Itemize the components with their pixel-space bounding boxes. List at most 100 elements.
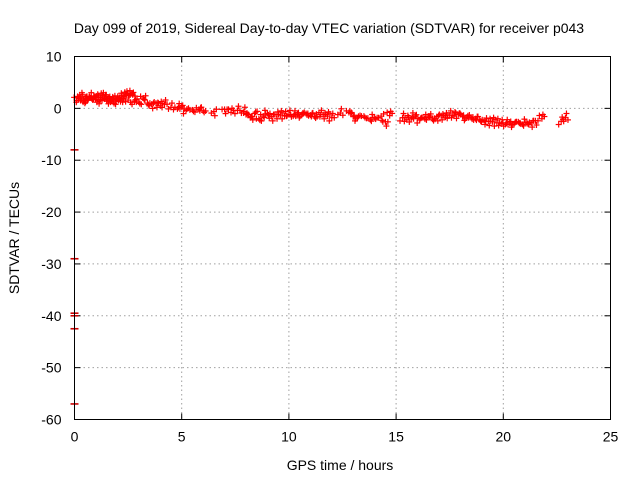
data-point	[190, 108, 197, 115]
data-point	[283, 113, 290, 120]
data-point	[351, 112, 358, 119]
data-point	[352, 117, 359, 124]
data-point	[312, 115, 319, 122]
data-point	[536, 112, 543, 119]
data-point	[379, 118, 386, 125]
data-point	[439, 116, 446, 123]
data-point	[447, 107, 454, 114]
y-tick-label: -40	[41, 308, 61, 324]
data-point	[229, 105, 236, 112]
data-point	[253, 115, 260, 122]
data-point	[103, 91, 110, 98]
data-point	[225, 106, 232, 113]
data-point	[563, 110, 570, 117]
data-point	[129, 101, 136, 108]
data-point	[499, 116, 506, 123]
data-point	[261, 107, 268, 114]
data-point	[422, 111, 429, 118]
data-point	[414, 119, 421, 126]
data-point	[461, 117, 468, 124]
data-point	[529, 124, 536, 131]
data-point	[347, 110, 354, 117]
data-point	[274, 115, 281, 122]
data-point	[244, 111, 251, 118]
data-point	[413, 111, 420, 118]
data-point	[81, 100, 88, 107]
data-point	[249, 113, 256, 120]
y-tick-label: 10	[46, 49, 62, 65]
data-point	[92, 96, 99, 103]
data-point	[261, 114, 268, 121]
data-point	[401, 118, 408, 125]
y-axis-label: SDTVAR / TECUs	[6, 182, 22, 294]
data-point	[241, 104, 248, 111]
grid-layer	[74, 56, 611, 420]
plot-frame	[74, 56, 611, 420]
x-tick-label: 10	[281, 429, 297, 445]
data-point	[512, 118, 519, 125]
data-point	[96, 100, 103, 107]
data-point	[269, 117, 276, 124]
data-point	[318, 107, 325, 114]
data-point	[434, 117, 441, 124]
data-point	[325, 108, 332, 115]
data-point	[186, 106, 193, 113]
data-point	[122, 98, 129, 105]
data-point	[286, 107, 293, 114]
data-point	[439, 110, 446, 117]
data-point	[409, 109, 416, 116]
data-point	[211, 112, 218, 119]
data-point	[116, 94, 123, 101]
data-point	[372, 116, 379, 123]
data-point	[387, 108, 394, 115]
data-point	[555, 121, 562, 128]
data-point	[487, 115, 494, 122]
data-point	[490, 114, 497, 121]
data-point	[222, 110, 229, 117]
data-point	[136, 100, 143, 107]
data-point	[331, 114, 338, 121]
data-point	[329, 110, 336, 117]
data-point	[369, 111, 376, 118]
data-point	[525, 121, 532, 128]
data-point	[150, 100, 157, 107]
data-point	[213, 106, 220, 113]
data-point	[521, 116, 528, 123]
data-point	[159, 104, 166, 111]
data-point	[486, 122, 493, 129]
x-axis-label: GPS time / hours	[287, 457, 394, 473]
data-point	[482, 118, 489, 125]
data-point	[130, 89, 137, 96]
data-point	[326, 117, 333, 124]
y-tick-label: -50	[41, 360, 61, 376]
x-tick-label: 25	[603, 429, 619, 445]
data-point	[279, 115, 286, 122]
data-point	[88, 89, 95, 96]
data-point	[266, 115, 273, 122]
data-point	[321, 115, 328, 122]
data-point	[451, 108, 458, 115]
data-point	[158, 98, 165, 105]
data-point	[235, 103, 242, 110]
x-tick-label: 15	[388, 429, 404, 445]
data-point	[107, 99, 114, 106]
data-point	[368, 118, 375, 125]
data-point	[146, 102, 153, 109]
data-point	[380, 110, 387, 117]
data-point	[153, 104, 160, 111]
data-point	[118, 90, 125, 97]
data-point	[338, 105, 345, 112]
data-point	[321, 109, 328, 116]
data-point	[421, 116, 428, 123]
data-point	[520, 122, 527, 129]
data-point	[494, 115, 501, 122]
data-point	[231, 110, 238, 117]
data-point	[270, 111, 277, 118]
data-point	[201, 109, 208, 116]
data-point	[79, 91, 86, 98]
data-point	[219, 106, 226, 113]
data-point	[94, 91, 101, 98]
data-point	[495, 122, 502, 129]
data-point	[361, 114, 368, 121]
